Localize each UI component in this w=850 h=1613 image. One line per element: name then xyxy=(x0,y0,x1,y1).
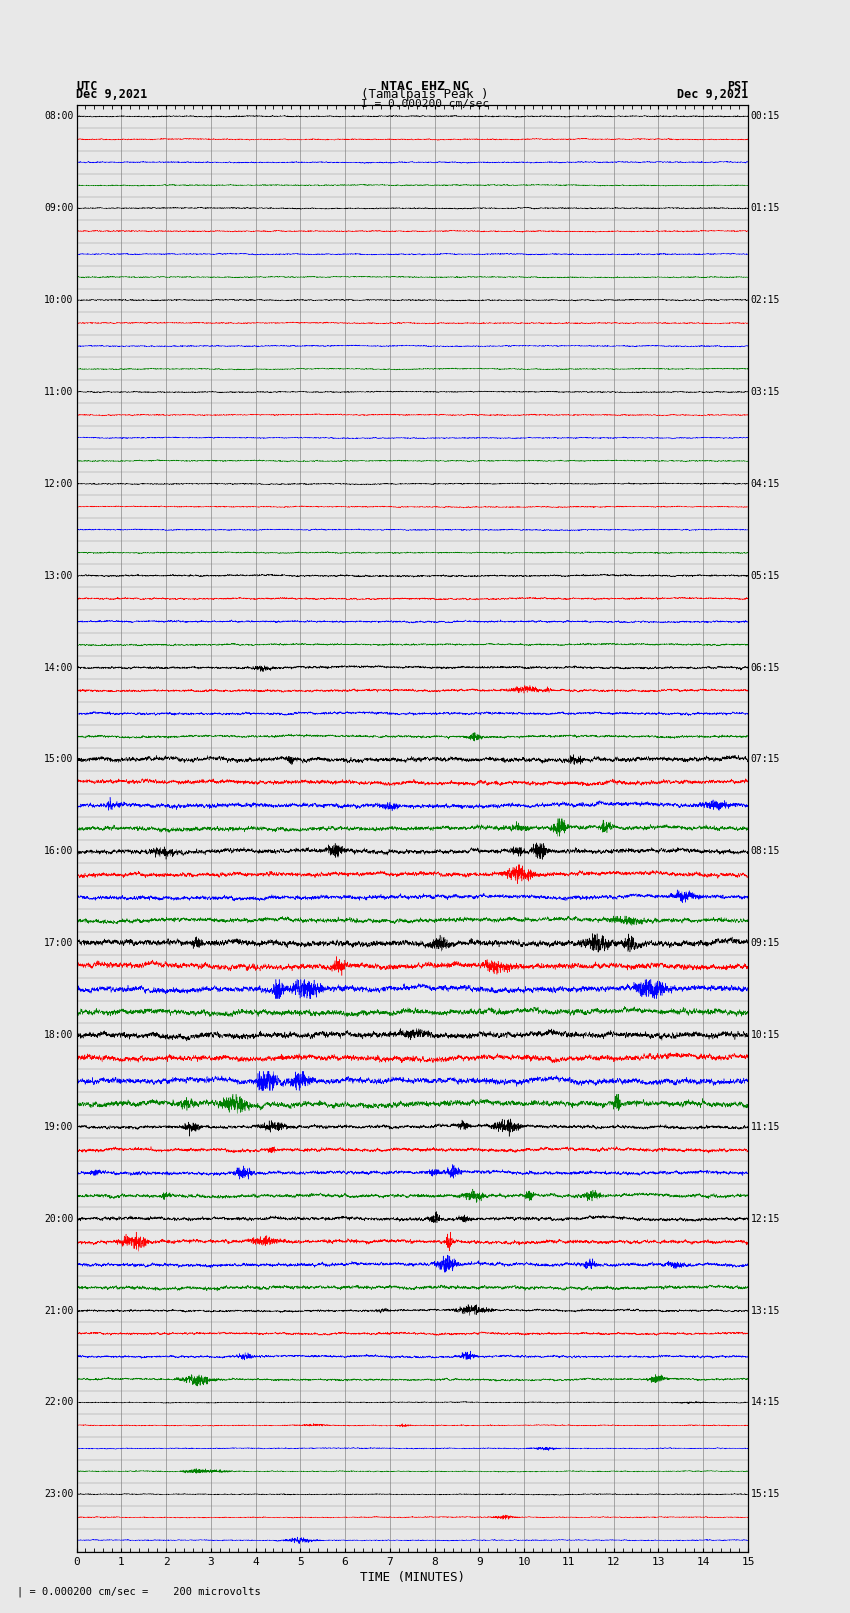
X-axis label: TIME (MINUTES): TIME (MINUTES) xyxy=(360,1571,465,1584)
Text: I = 0.000200 cm/sec: I = 0.000200 cm/sec xyxy=(361,98,489,110)
Text: PST: PST xyxy=(727,79,748,92)
Text: (Tamalpais Peak ): (Tamalpais Peak ) xyxy=(361,87,489,100)
Text: UTC: UTC xyxy=(76,79,98,92)
Text: | = 0.000200 cm/sec =    200 microvolts: | = 0.000200 cm/sec = 200 microvolts xyxy=(17,1586,261,1597)
Text: Dec 9,2021: Dec 9,2021 xyxy=(677,87,748,100)
Text: NTAC EHZ NC: NTAC EHZ NC xyxy=(381,79,469,92)
Text: Dec 9,2021: Dec 9,2021 xyxy=(76,87,148,100)
